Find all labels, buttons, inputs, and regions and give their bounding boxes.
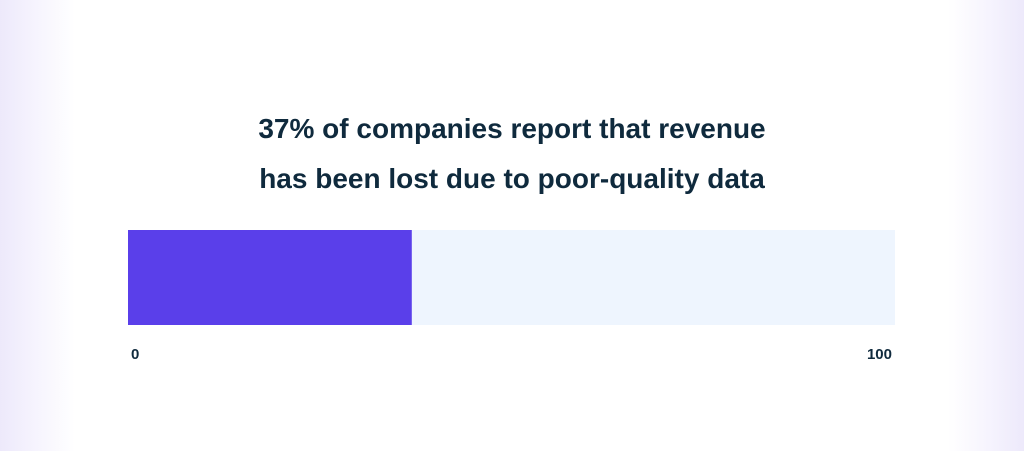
chart-title: 37% of companies report that revenue has… <box>258 113 766 194</box>
x-tick-label: 100 <box>867 346 892 363</box>
x-tick-label: 0 <box>131 346 139 363</box>
bar <box>128 230 412 325</box>
card <box>75 0 948 451</box>
